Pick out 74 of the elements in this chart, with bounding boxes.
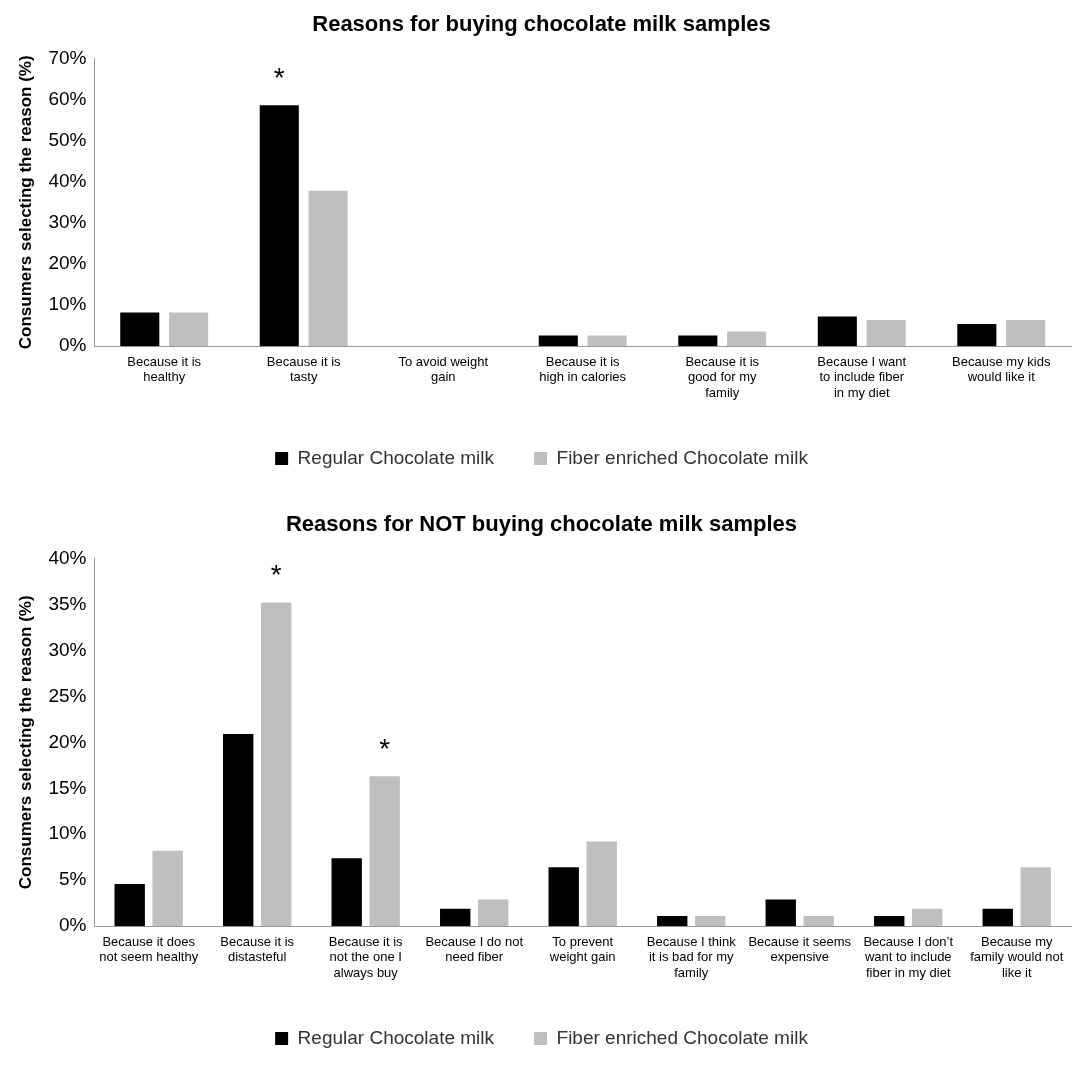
y-tick-label: 0% bbox=[58, 334, 87, 356]
annotation: * bbox=[273, 61, 285, 93]
bar bbox=[260, 602, 292, 927]
bar bbox=[587, 335, 627, 347]
x-tick-label: Because I think it is bad for my family bbox=[646, 933, 737, 980]
annotation: * bbox=[270, 559, 282, 591]
y-tick-label: 10% bbox=[48, 293, 87, 315]
bar bbox=[538, 335, 578, 347]
bar bbox=[114, 883, 145, 927]
y-tick-label: 30% bbox=[48, 211, 87, 233]
x-tick-label: Because it is good for my family bbox=[685, 353, 760, 400]
x-tick-label: Because I do not need fiber bbox=[425, 933, 524, 965]
y-tick-label: 0% bbox=[58, 914, 87, 936]
bar bbox=[695, 916, 726, 927]
bar bbox=[982, 908, 1013, 927]
bar bbox=[866, 319, 906, 347]
x-tick-label: Because it does not seem healthy bbox=[99, 933, 199, 965]
x-tick-label: Because I want to include fiber in my diet bbox=[817, 353, 907, 400]
y-tick-label: 50% bbox=[48, 128, 87, 150]
x-tick-label: To avoid weight gain bbox=[398, 353, 489, 385]
bar bbox=[152, 850, 183, 927]
bar bbox=[727, 331, 767, 347]
bar bbox=[957, 324, 997, 347]
bar bbox=[586, 841, 617, 927]
bar bbox=[478, 899, 509, 927]
x-tick-label: Because my kids would like it bbox=[952, 353, 1051, 385]
bar bbox=[223, 734, 254, 927]
chart-title: Reasons for NOT buying chocolate milk samples bbox=[285, 511, 798, 537]
y-tick-label: 40% bbox=[48, 169, 87, 191]
x-tick-label: Because my family would not like it bbox=[970, 933, 1064, 980]
legend-label: Regular Chocolate milk bbox=[297, 446, 495, 468]
x-tick-label: Because it is healthy bbox=[127, 353, 202, 385]
legend-label: Fiber enriched Chocolate milk bbox=[556, 446, 809, 468]
bar bbox=[169, 312, 209, 347]
bar bbox=[657, 916, 688, 927]
x-tick-label: Because it is tasty bbox=[266, 353, 342, 385]
bar bbox=[440, 908, 471, 927]
y-tick-label: 60% bbox=[48, 87, 87, 109]
x-tick-label: Because it seems expensive bbox=[748, 933, 852, 965]
y-tick-label: 25% bbox=[48, 684, 87, 706]
bar bbox=[874, 916, 905, 927]
y-axis-title: Consumers selecting the reason (%) bbox=[15, 595, 35, 890]
bar bbox=[803, 916, 834, 927]
bar bbox=[308, 190, 348, 347]
bar bbox=[765, 899, 796, 927]
legend-label: Regular Chocolate milk bbox=[297, 1026, 495, 1048]
x-tick-label: Because I don’t want to include fiber in my diet bbox=[863, 933, 954, 980]
legend-label: Fiber enriched Chocolate milk bbox=[556, 1026, 809, 1048]
y-tick-label: 5% bbox=[58, 868, 87, 890]
y-tick-label: 10% bbox=[48, 822, 87, 844]
y-tick-label: 40% bbox=[48, 546, 87, 568]
bar bbox=[817, 316, 857, 347]
x-tick-label: To prevent weight gain bbox=[548, 933, 616, 965]
annotation: * bbox=[379, 733, 391, 765]
bar bbox=[120, 312, 160, 347]
y-tick-label: 15% bbox=[48, 776, 87, 798]
bar bbox=[1006, 319, 1046, 347]
y-tick-label: 20% bbox=[48, 730, 87, 752]
y-axis-title: Consumers selecting the reason (%) bbox=[15, 55, 35, 350]
chart-title: Reasons for buying chocolate milk samples bbox=[312, 11, 771, 37]
y-tick-label: 70% bbox=[48, 46, 87, 68]
bar bbox=[369, 776, 400, 927]
y-tick-label: 20% bbox=[48, 252, 87, 274]
bar bbox=[331, 858, 362, 927]
x-tick-label: Because it is distasteful bbox=[220, 933, 295, 965]
y-tick-label: 30% bbox=[48, 638, 87, 660]
bar bbox=[259, 105, 299, 347]
bar bbox=[678, 335, 718, 347]
y-tick-label: 35% bbox=[48, 592, 87, 614]
bar bbox=[548, 867, 579, 927]
bar bbox=[912, 908, 943, 927]
bar bbox=[1020, 867, 1051, 927]
x-tick-label: Because it is high in calories bbox=[539, 353, 627, 385]
x-tick-label: Because it is not the one I always buy bbox=[328, 933, 404, 980]
